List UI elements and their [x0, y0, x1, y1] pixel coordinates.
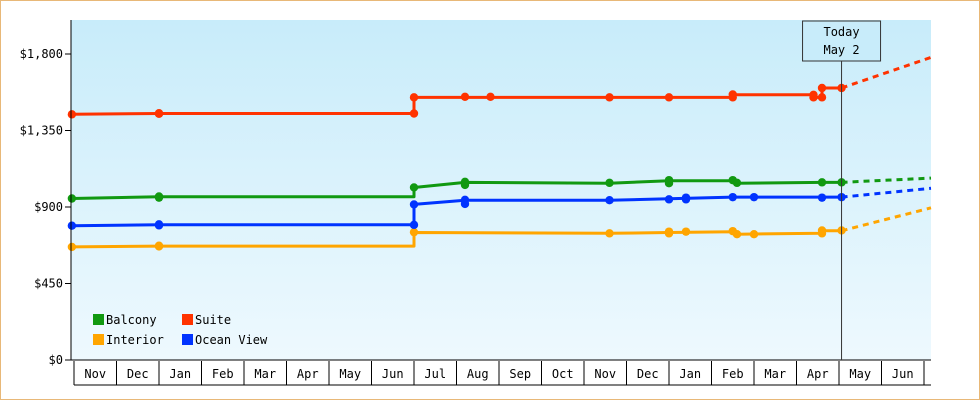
- x-tick-label: Jul: [424, 367, 446, 381]
- today-marker: Today May 2: [802, 20, 882, 360]
- x-tick-label: May: [339, 367, 361, 381]
- point-interior: [67, 242, 77, 252]
- legend-label-ocean-view: Ocean View: [195, 333, 268, 347]
- point-interior: [681, 227, 691, 236]
- series-suite: [67, 55, 932, 119]
- point-ocean-view: [154, 220, 164, 229]
- point-interior: [732, 230, 742, 239]
- forecast-line-balcony: [841, 176, 932, 184]
- point-interior: [154, 241, 164, 250]
- point-suite: [728, 90, 737, 99]
- legend-swatch-balcony: [93, 314, 104, 325]
- point-interior: [664, 227, 674, 236]
- forecast-line-ocean-view: [841, 186, 932, 199]
- point-suite: [664, 93, 674, 102]
- x-tick-label: Mar: [764, 367, 786, 381]
- x-tick-label: Sep: [509, 367, 531, 381]
- legend-swatch-ocean-view: [182, 334, 193, 345]
- point-balcony: [460, 177, 470, 187]
- point-ocean-view: [409, 220, 419, 230]
- x-tick-label: Nov: [594, 367, 616, 381]
- legend-swatch-suite: [182, 314, 193, 325]
- x-tick-label: Feb: [722, 367, 744, 381]
- x-tick-label: Apr: [297, 367, 319, 381]
- point-ocean-view: [728, 192, 737, 202]
- y-tick-label: $1,350: [20, 124, 63, 138]
- point-balcony: [67, 194, 77, 203]
- point-suite: [409, 93, 419, 102]
- x-tick-label: Jan: [679, 367, 701, 381]
- y-tick-label: $0: [49, 353, 63, 367]
- x-tick-label: Jun: [382, 367, 404, 381]
- point-suite: [67, 110, 77, 119]
- x-tick-label: Dec: [637, 367, 659, 381]
- y-tick-label: $450: [34, 277, 63, 291]
- point-suite: [486, 92, 495, 102]
- point-balcony: [817, 178, 827, 187]
- today-label: Today: [823, 25, 859, 39]
- point-suite: [605, 93, 614, 102]
- x-tick-label: Dec: [127, 367, 149, 381]
- x-tick-label: Aug: [467, 367, 489, 381]
- point-suite: [460, 92, 470, 102]
- y-tick-label: $1,800: [20, 47, 63, 61]
- point-balcony: [732, 178, 742, 188]
- point-ocean-view: [409, 200, 419, 209]
- point-suite: [809, 93, 818, 102]
- x-tick-label: May: [849, 367, 871, 381]
- legend-item-interior: Interior: [93, 333, 164, 347]
- point-interior: [817, 226, 827, 235]
- point-ocean-view: [681, 193, 691, 202]
- axes-layer: $0 $450 $900 $1,350 $1,800 Nov Dec Jan Feb Mar Apr…: [20, 20, 931, 386]
- legend-label-balcony: Balcony: [106, 313, 157, 327]
- point-balcony: [154, 192, 164, 201]
- point-ocean-view: [605, 196, 614, 205]
- point-suite: [409, 109, 419, 118]
- x-tick-label: Apr: [807, 367, 829, 381]
- plot-area: [71, 20, 931, 360]
- legend-label-interior: Interior: [106, 333, 164, 347]
- point-ocean-view: [67, 221, 77, 230]
- today-date: May 2: [823, 43, 859, 57]
- point-suite: [817, 83, 827, 93]
- x-tick-label: Nov: [84, 367, 106, 381]
- series-layer: [67, 55, 932, 252]
- legend-item-ocean-view: Ocean View: [182, 333, 268, 347]
- forecast-line-suite: [841, 55, 932, 90]
- x-tick-label: Feb: [212, 367, 234, 381]
- series-ocean-view: [67, 186, 932, 230]
- legend-swatch-interior: [93, 334, 104, 345]
- x-tick-label: Jun: [892, 367, 914, 381]
- point-ocean-view: [664, 195, 674, 204]
- x-tick-label: Mar: [254, 367, 276, 381]
- series-line-ocean-view: [71, 195, 842, 228]
- series-balcony: [67, 175, 932, 203]
- x-tick-label: Jan: [169, 367, 191, 381]
- point-interior: [749, 230, 759, 239]
- point-balcony: [605, 178, 614, 188]
- legend-item-balcony: Balcony: [93, 313, 157, 327]
- point-ocean-view: [460, 195, 470, 205]
- point-balcony: [409, 183, 419, 192]
- legend: Balcony Suite Interior Ocean View: [93, 313, 268, 347]
- forecast-line-interior: [841, 206, 932, 233]
- point-ocean-view: [817, 193, 827, 202]
- point-interior: [409, 227, 419, 237]
- point-ocean-view: [749, 192, 759, 202]
- legend-label-suite: Suite: [195, 313, 231, 327]
- series-interior: [67, 206, 932, 252]
- point-suite: [154, 108, 164, 118]
- point-balcony: [664, 175, 674, 185]
- x-tick-label: Oct: [552, 367, 574, 381]
- today-box: [802, 20, 882, 62]
- point-interior: [605, 229, 614, 238]
- legend-item-suite: Suite: [182, 313, 231, 327]
- point-suite: [817, 93, 827, 102]
- y-tick-label: $900: [34, 200, 63, 214]
